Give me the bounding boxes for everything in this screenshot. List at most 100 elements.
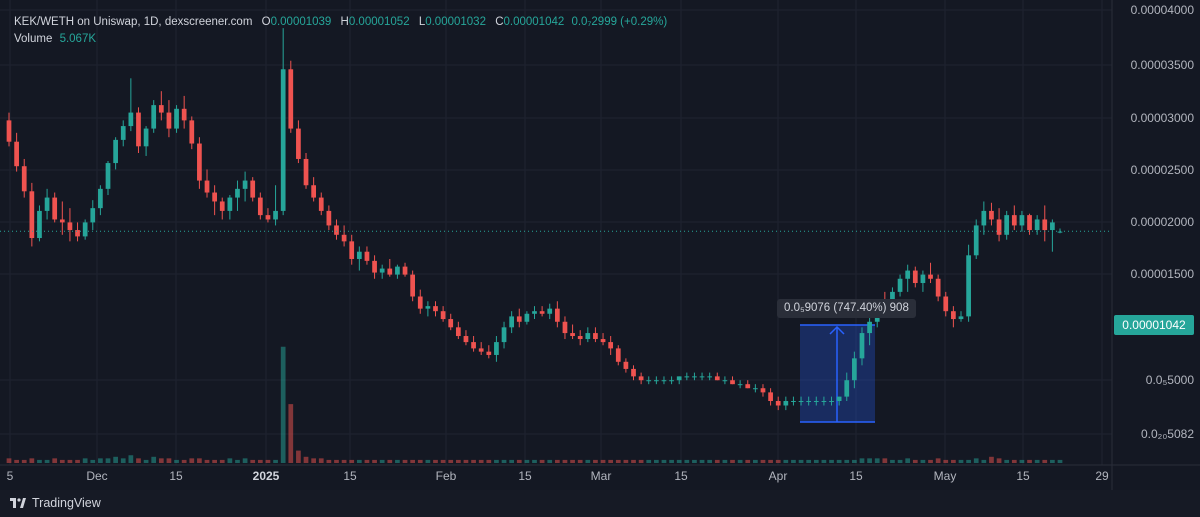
candle-body[interactable] xyxy=(775,401,781,406)
candle-body[interactable] xyxy=(791,401,796,403)
candle-body[interactable] xyxy=(585,333,591,340)
candle-body[interactable] xyxy=(981,210,987,226)
candle-body[interactable] xyxy=(478,348,484,352)
candle-body[interactable] xyxy=(593,333,598,340)
candle-body[interactable] xyxy=(242,180,248,189)
candle-body[interactable] xyxy=(532,311,537,314)
candle-body[interactable] xyxy=(867,321,872,334)
candle-body[interactable] xyxy=(996,219,1002,235)
candle-body[interactable] xyxy=(197,143,202,181)
candle-body[interactable] xyxy=(547,308,553,314)
candle-body[interactable] xyxy=(1027,215,1032,231)
candle-body[interactable] xyxy=(836,396,842,402)
candle-body[interactable] xyxy=(143,128,149,147)
candle-body[interactable] xyxy=(829,401,834,403)
candle-body[interactable] xyxy=(14,141,19,167)
candle-body[interactable] xyxy=(288,69,294,129)
candle-body[interactable] xyxy=(745,384,751,389)
candle-body[interactable] xyxy=(798,401,804,403)
candle-body[interactable] xyxy=(653,380,659,382)
candle-body[interactable] xyxy=(44,197,50,211)
candle-body[interactable] xyxy=(21,166,27,192)
candle-body[interactable] xyxy=(395,266,400,275)
candle-body[interactable] xyxy=(813,401,819,403)
candle-body[interactable] xyxy=(897,278,903,292)
candle-body[interactable] xyxy=(440,311,446,320)
candle-body[interactable] xyxy=(920,274,926,284)
candle-body[interactable] xyxy=(280,69,286,211)
candle-body[interactable] xyxy=(684,376,690,378)
candle-body[interactable] xyxy=(768,392,773,402)
candle-body[interactable] xyxy=(296,128,301,159)
candle-body[interactable] xyxy=(471,342,476,349)
candle-body[interactable] xyxy=(151,105,157,129)
candle-body[interactable] xyxy=(250,180,256,198)
candle-body[interactable] xyxy=(692,376,697,378)
candle-body[interactable] xyxy=(615,348,621,362)
candle-body[interactable] xyxy=(501,327,507,343)
candle-body[interactable] xyxy=(806,401,812,403)
candle-body[interactable] xyxy=(494,342,499,355)
candle-body[interactable] xyxy=(303,158,309,186)
candle-body[interactable] xyxy=(334,225,339,235)
candle-body[interactable] xyxy=(265,215,271,220)
candle-body[interactable] xyxy=(387,268,393,275)
candle-body[interactable] xyxy=(90,208,96,223)
candle-body[interactable] xyxy=(958,316,964,320)
candle-body[interactable] xyxy=(973,225,979,256)
candle-body[interactable] xyxy=(158,105,164,113)
candle-body[interactable] xyxy=(989,210,994,220)
candle-body[interactable] xyxy=(455,327,461,337)
candle-body[interactable] xyxy=(75,230,80,237)
candle-body[interactable] xyxy=(174,108,179,129)
candle-body[interactable] xyxy=(311,185,316,198)
candle-body[interactable] xyxy=(852,358,857,381)
candle-body[interactable] xyxy=(113,139,118,164)
candle-body[interactable] xyxy=(105,163,111,189)
candle-body[interactable] xyxy=(257,197,263,216)
candle-body[interactable] xyxy=(166,112,172,129)
candle-body[interactable] xyxy=(341,234,347,242)
candle-body[interactable] xyxy=(905,270,911,279)
candle-body[interactable] xyxy=(509,316,515,328)
candle-body[interactable] xyxy=(463,336,469,343)
candle-body[interactable] xyxy=(181,108,187,121)
candle-body[interactable] xyxy=(417,296,423,309)
candle-body[interactable] xyxy=(753,388,758,390)
candle-body[interactable] xyxy=(189,120,195,144)
candle-body[interactable] xyxy=(577,336,583,340)
candle-body[interactable] xyxy=(425,306,431,309)
candle-body[interactable] xyxy=(928,274,933,279)
candle-body[interactable] xyxy=(646,380,652,382)
candle-body[interactable] xyxy=(760,388,766,393)
candle-body[interactable] xyxy=(966,255,971,317)
candle-body[interactable] xyxy=(212,192,217,202)
candle-body[interactable] xyxy=(844,380,850,397)
candle-body[interactable] xyxy=(356,251,362,259)
candle-body[interactable] xyxy=(554,308,560,322)
tradingview-logo[interactable]: TradingView xyxy=(10,496,101,510)
candle-body[interactable] xyxy=(326,210,332,226)
candle-body[interactable] xyxy=(539,311,545,314)
candle-body[interactable] xyxy=(730,380,735,385)
candle-body[interactable] xyxy=(52,197,58,220)
candle-body[interactable] xyxy=(1042,219,1048,231)
candle-body[interactable] xyxy=(82,222,88,237)
candle-body[interactable] xyxy=(912,270,918,284)
candle-body[interactable] xyxy=(714,376,720,381)
candle-body[interactable] xyxy=(433,306,438,312)
candle-body[interactable] xyxy=(608,342,614,349)
candle-body[interactable] xyxy=(486,351,492,355)
candle-body[interactable] xyxy=(600,339,606,343)
candle-body[interactable] xyxy=(661,380,667,382)
candle-body[interactable] xyxy=(1004,215,1010,235)
candle-body[interactable] xyxy=(935,278,941,297)
candle-body[interactable] xyxy=(37,210,42,239)
candle-body[interactable] xyxy=(570,333,575,337)
candle-body[interactable] xyxy=(318,197,324,211)
candle-body[interactable] xyxy=(227,197,233,211)
candle-body[interactable] xyxy=(1050,222,1055,231)
candle-body[interactable] xyxy=(638,376,644,381)
candle-body[interactable] xyxy=(676,376,682,381)
candlestick-chart[interactable]: 0.00004000 0.00003500 0.00003000 0.00002500… xyxy=(0,0,1200,490)
